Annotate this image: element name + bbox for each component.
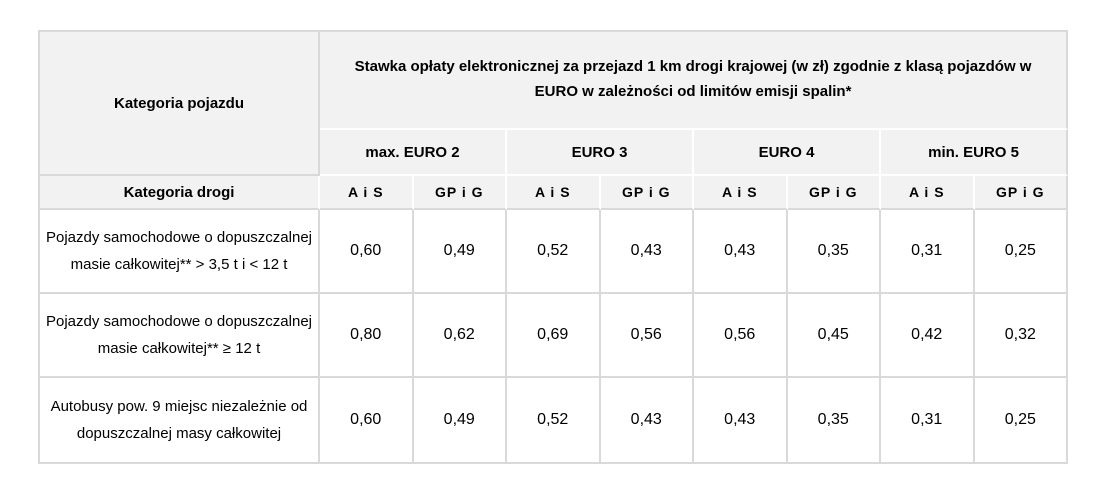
rate-cell: 0,43 <box>600 378 694 464</box>
road-type-header: A i S <box>694 176 788 210</box>
rate-cell: 0,56 <box>600 294 694 378</box>
road-type-header: GP i G <box>974 176 1069 210</box>
euro-class-header-euro-4: EURO 4 <box>694 130 881 176</box>
rate-cell: 0,80 <box>320 294 414 378</box>
rate-cell: 0,56 <box>694 294 788 378</box>
rate-cell: 0,35 <box>787 378 881 464</box>
vehicle-row-category: Autobusy pow. 9 miejsc niezależnie od do… <box>40 378 320 464</box>
rate-cell: 0,49 <box>413 378 507 464</box>
road-type-header: GP i G <box>413 176 507 210</box>
rate-cell: 0,31 <box>881 210 975 294</box>
rate-cell: 0,60 <box>320 210 414 294</box>
vehicle-category-header: Kategoria pojazdu <box>40 32 320 176</box>
table-row: Pojazdy samochodowe o dopuszczalnej masi… <box>40 210 1069 294</box>
road-type-header: GP i G <box>600 176 694 210</box>
rate-cell: 0,42 <box>881 294 975 378</box>
rate-cell: 0,43 <box>694 378 788 464</box>
rate-cell: 0,62 <box>413 294 507 378</box>
toll-rates-table-container: Kategoria pojazdu Stawka opłaty elektron… <box>38 30 1069 464</box>
rate-cell: 0,31 <box>881 378 975 464</box>
rate-cell: 0,43 <box>694 210 788 294</box>
vehicle-row-category: Pojazdy samochodowe o dopuszczalnej masi… <box>40 294 320 378</box>
rate-cell: 0,49 <box>413 210 507 294</box>
table-row: Pojazdy samochodowe o dopuszczalnej masi… <box>40 294 1069 378</box>
rate-cell: 0,25 <box>974 210 1069 294</box>
rate-cell: 0,32 <box>974 294 1069 378</box>
rate-cell: 0,69 <box>507 294 601 378</box>
rate-cell: 0,60 <box>320 378 414 464</box>
rate-cell: 0,43 <box>600 210 694 294</box>
rate-cell: 0,35 <box>787 210 881 294</box>
road-category-header: Kategoria drogi <box>40 176 320 210</box>
euro-class-header-min-euro-5: min. EURO 5 <box>881 130 1069 176</box>
rate-cell: 0,25 <box>974 378 1069 464</box>
rate-cell: 0,52 <box>507 378 601 464</box>
rate-cell: 0,52 <box>507 210 601 294</box>
toll-rates-table: Kategoria pojazdu Stawka opłaty elektron… <box>38 30 1069 464</box>
rate-cell: 0,45 <box>787 294 881 378</box>
road-type-header: A i S <box>507 176 601 210</box>
road-type-header: A i S <box>881 176 975 210</box>
road-type-header: GP i G <box>787 176 881 210</box>
main-rate-header: Stawka opłaty elektronicznej za przejazd… <box>320 32 1069 130</box>
road-type-header: A i S <box>320 176 414 210</box>
table-row: Autobusy pow. 9 miejsc niezależnie od do… <box>40 378 1069 464</box>
euro-class-header-euro-3: EURO 3 <box>507 130 694 176</box>
vehicle-row-category: Pojazdy samochodowe o dopuszczalnej masi… <box>40 210 320 294</box>
euro-class-header-max-euro-2: max. EURO 2 <box>320 130 507 176</box>
